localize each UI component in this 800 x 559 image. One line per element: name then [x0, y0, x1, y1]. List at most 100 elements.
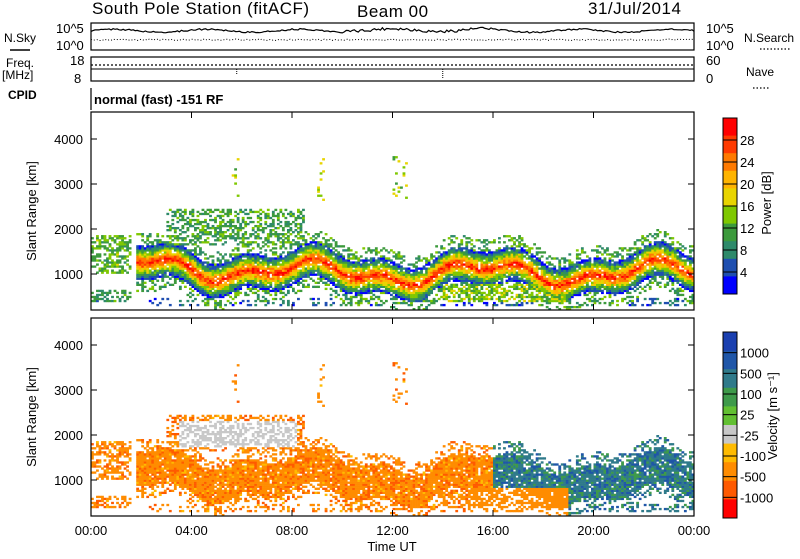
power-cell: [222, 270, 225, 272]
power-cell: [151, 282, 154, 284]
power-cell: [111, 249, 114, 251]
power-cell: [347, 284, 350, 286]
power-cell: [556, 272, 559, 274]
power-cell: [207, 270, 210, 272]
power-cell: [651, 278, 654, 280]
power-cell: [355, 282, 358, 284]
power-cell: [114, 300, 117, 302]
power-cell: [224, 284, 227, 286]
power-cell: [217, 263, 220, 265]
power-cell: [488, 249, 491, 251]
power-cell: [599, 272, 602, 274]
power-cell: [568, 278, 571, 280]
power-cell: [398, 263, 401, 265]
power-cell: [181, 259, 184, 261]
power-cell: [214, 270, 217, 272]
power-cell: [229, 213, 232, 215]
power-cell: [229, 296, 232, 298]
power-cell: [594, 276, 597, 278]
power-cell: [272, 261, 275, 263]
power-cell: [242, 217, 245, 219]
power-cell: [621, 255, 624, 257]
power-cell: [302, 255, 305, 257]
power-cell: [445, 267, 448, 269]
power-cell: [644, 274, 647, 276]
power-cell: [204, 253, 207, 255]
power-cell: [541, 286, 544, 288]
power-cell: [475, 239, 478, 241]
power-cell: [463, 280, 466, 282]
power-cell: [202, 213, 205, 215]
power-cell: [237, 265, 240, 267]
power-cell: [284, 259, 287, 261]
power-cell: [106, 265, 109, 267]
power-cell: [453, 290, 456, 292]
power-cell: [144, 247, 147, 249]
power-cell: [194, 274, 197, 276]
power-cell: [297, 237, 300, 239]
power-cell: [267, 272, 270, 274]
power-cell: [385, 292, 388, 294]
power-cell: [96, 272, 99, 274]
power-cell: [483, 292, 486, 294]
power-cell: [325, 249, 328, 251]
power-cell: [410, 263, 413, 265]
power-cell: [219, 270, 222, 272]
power-cell: [227, 292, 230, 294]
power-cell: [234, 237, 237, 239]
power-cell: [556, 306, 559, 308]
power-cell: [578, 304, 581, 306]
power-cell: [119, 243, 122, 245]
power-cell: [385, 288, 388, 290]
power-cell: [169, 265, 172, 267]
power-cell: [144, 270, 147, 272]
power-cell: [239, 259, 242, 261]
power-cell: [445, 280, 448, 282]
power-cell: [418, 272, 421, 274]
power-cell: [398, 282, 401, 284]
power-cell: [267, 215, 270, 217]
power-cell: [139, 276, 142, 278]
power-cell: [227, 225, 230, 227]
power-cell: [629, 270, 632, 272]
power-cell: [523, 249, 526, 251]
power-cell: [217, 225, 220, 227]
power-cell: [393, 267, 396, 269]
power-cell: [367, 265, 370, 267]
power-cell: [109, 261, 112, 263]
power-cell: [393, 193, 396, 195]
power-cell: [646, 235, 649, 237]
power-cell: [523, 251, 526, 253]
power-cell: [523, 263, 526, 265]
power-cell: [327, 257, 330, 259]
power-cell: [305, 249, 308, 251]
power-cell: [116, 296, 119, 298]
power-cell: [468, 288, 471, 290]
power-cell: [578, 292, 581, 294]
power-cell: [234, 294, 237, 296]
power-cell: [518, 237, 521, 239]
power-cell: [279, 257, 282, 259]
power-cell: [332, 284, 335, 286]
power-cell: [289, 245, 292, 247]
power-cell: [229, 270, 232, 272]
power-cell: [646, 239, 649, 241]
power-cell: [269, 290, 272, 292]
power-cell: [573, 306, 576, 308]
power-cell: [274, 209, 277, 211]
power-cell: [586, 294, 589, 296]
power-cell: [247, 257, 250, 259]
power-cell: [179, 237, 182, 239]
power-cell: [488, 286, 491, 288]
power-cell: [202, 300, 205, 302]
power-cell: [624, 263, 627, 265]
power-cell: [649, 267, 652, 269]
power-cell: [503, 290, 506, 292]
power-cell: [418, 274, 421, 276]
power-cell: [475, 265, 478, 267]
power-cell: [227, 288, 230, 290]
power-cell: [179, 288, 182, 290]
power-cell: [242, 237, 245, 239]
power-cell: [450, 284, 453, 286]
power-cell: [262, 255, 265, 257]
